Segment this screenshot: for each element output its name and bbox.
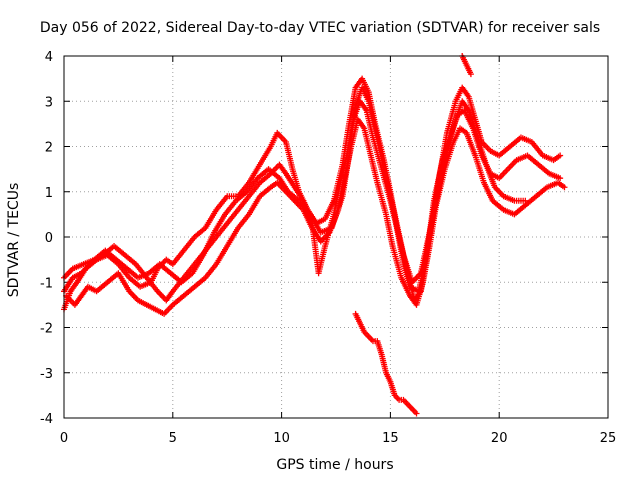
data-point <box>561 184 568 191</box>
y-tick-label: -3 <box>40 367 53 382</box>
x-axis-label: GPS time / hours <box>276 457 394 473</box>
series-track-4 <box>61 84 529 286</box>
plot-frame <box>63 55 609 419</box>
y-tick-label: -4 <box>40 412 53 427</box>
y-tick-label: -1 <box>40 276 53 291</box>
series-track-2 <box>61 98 564 304</box>
y-tick-label: 4 <box>45 50 53 65</box>
data-marks <box>61 53 568 417</box>
data-point <box>413 410 420 417</box>
y-tick-label: 1 <box>45 186 53 201</box>
x-tick-label: 10 <box>273 431 290 446</box>
data-point <box>467 71 474 78</box>
series-track-1 <box>61 75 564 313</box>
grid-lines <box>64 56 608 418</box>
y-tick-label: 0 <box>45 231 53 246</box>
y-tick-label: -2 <box>40 322 53 337</box>
x-tick-label: 15 <box>382 431 399 446</box>
x-tick-label: 20 <box>491 431 508 446</box>
chart-title: Day 056 of 2022, Sidereal Day-to-day VTE… <box>39 20 601 36</box>
x-tick-label: 25 <box>600 431 617 446</box>
series-track-6 <box>459 53 474 78</box>
data-point <box>557 152 564 159</box>
data-point <box>522 197 529 204</box>
series-track-5 <box>352 310 420 417</box>
y-tick-label: 3 <box>45 95 53 110</box>
x-tick-label: 0 <box>60 431 68 446</box>
x-tick-label: 5 <box>169 431 177 446</box>
data-point <box>557 175 564 182</box>
y-tick-label: 2 <box>45 141 53 156</box>
